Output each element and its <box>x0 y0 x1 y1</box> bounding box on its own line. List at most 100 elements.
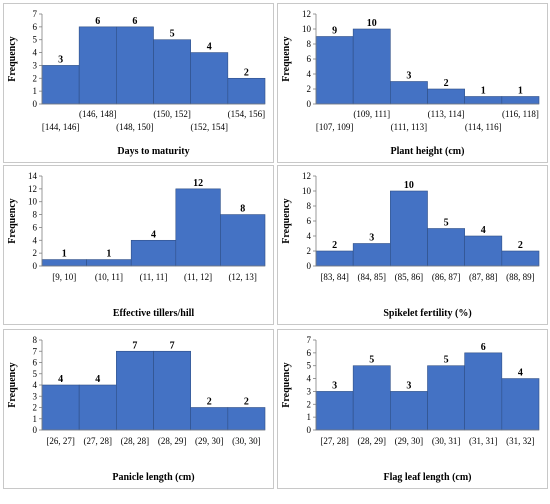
x-category-label: (31, 32] <box>506 436 534 446</box>
histogram-bar <box>352 243 391 267</box>
y-tick-label: 1 <box>33 414 38 424</box>
x-category-label: (28, 28] <box>121 436 150 446</box>
histogram-svg: 0 1 2 3 4 5 6 7 3 [144, 146] 6 (146, 148] 6 (148, 150… <box>7 9 266 157</box>
histogram-bar <box>86 259 132 267</box>
histogram-panel: 0 2 4 6 8 10 12 9 [107, 109] 10 (109, 111] 3 (111, 1… <box>277 3 548 163</box>
y-tick-label: 12 <box>302 9 311 19</box>
y-tick-label: 6 <box>307 348 312 358</box>
bar-value-label: 3 <box>58 54 63 65</box>
histogram-panel: 0 2 4 6 8 10 12 2 [83, 84] 3 (84, 85] 10 (85, 86] 5 (8… <box>277 165 548 325</box>
histogram-bar <box>78 384 117 431</box>
bar-value-label: 3 <box>332 380 337 391</box>
y-axis-title: Frequency <box>281 362 292 407</box>
x-category-label: [107, 109] <box>316 122 354 132</box>
x-category-label: (85, 86] <box>395 272 424 282</box>
y-tick-label: 2 <box>33 248 38 258</box>
y-tick-label: 12 <box>28 184 37 194</box>
bar-value-label: 2 <box>207 397 212 408</box>
x-category-label: (150, 152] <box>153 109 191 119</box>
y-tick-label: 0 <box>307 99 312 109</box>
y-tick-label: 5 <box>307 361 312 371</box>
y-tick-label: 5 <box>33 35 38 45</box>
y-tick-label: 6 <box>33 22 38 32</box>
y-tick-label: 4 <box>33 48 38 58</box>
x-category-label: [144, 146] <box>42 122 80 132</box>
x-category-label: (113, 114] <box>428 109 465 119</box>
bar-value-label: 4 <box>95 374 100 385</box>
bar-value-label: 1 <box>518 86 523 97</box>
histogram-bar <box>315 391 354 431</box>
bar-value-label: 5 <box>444 218 449 229</box>
histogram-bar <box>41 384 80 431</box>
y-tick-label: 4 <box>307 374 312 384</box>
histogram-svg: 0 2 4 6 8 10 12 14 1 [9, 10] 1 (10, 11] 4 (11, 11] 12 (… <box>7 171 266 319</box>
y-tick-label: 6 <box>307 216 312 226</box>
y-tick-label: 1 <box>33 86 38 96</box>
x-category-label: (152, 154] <box>191 122 229 132</box>
histogram-bar <box>41 259 87 267</box>
x-axis-title: Spikelet fertility (%) <box>383 308 471 319</box>
y-tick-label: 5 <box>33 369 38 379</box>
histogram-bar <box>190 52 229 105</box>
bar-value-label: 4 <box>481 225 486 236</box>
bar-value-label: 12 <box>193 178 203 189</box>
bar-value-label: 3 <box>406 380 411 391</box>
bar-value-label: 5 <box>369 355 374 366</box>
histogram-bar <box>427 228 465 267</box>
bar-value-label: 6 <box>132 16 137 27</box>
bar-value-label: 4 <box>207 42 212 53</box>
y-tick-label: 8 <box>307 201 312 211</box>
bar-value-label: 7 <box>170 340 175 351</box>
x-category-label: (84, 85] <box>358 272 387 282</box>
x-category-label: (11, 12] <box>184 272 212 282</box>
histogram-bar <box>501 96 540 105</box>
x-category-label: (148, 150] <box>116 122 154 132</box>
y-tick-label: 0 <box>307 425 312 435</box>
y-tick-label: 6 <box>307 54 312 64</box>
x-category-label: (27, 28] <box>84 436 113 446</box>
x-category-label: (116, 118] <box>502 109 539 119</box>
y-tick-label: 6 <box>33 358 38 368</box>
bar-value-label: 2 <box>332 240 337 251</box>
bar-value-label: 3 <box>369 233 374 244</box>
bar-value-label: 2 <box>244 397 249 408</box>
y-tick-label: 1 <box>307 412 312 422</box>
histogram-panel: 0 1 2 3 4 5 6 7 3 [27, 28] 5 (28, 29] 3 (29, 30] 5 (30,… <box>277 329 548 489</box>
x-axis-title: Effective tillers/hill <box>113 308 195 319</box>
histogram-bar <box>464 96 503 105</box>
x-axis-title: Panicle length (cm) <box>112 472 194 483</box>
histogram-bar <box>427 88 465 105</box>
bar-value-label: 8 <box>240 204 245 215</box>
histogram-bar <box>352 365 391 431</box>
y-tick-label: 12 <box>302 171 311 181</box>
x-category-label: (28, 29] <box>358 436 387 446</box>
x-category-label: (11, 11] <box>140 272 168 282</box>
x-category-label: (28, 29] <box>158 436 187 446</box>
x-category-label: (29, 30] <box>395 436 424 446</box>
y-tick-label: 8 <box>33 210 38 220</box>
histogram-bar <box>130 239 177 267</box>
x-category-label: (146, 148] <box>79 109 117 119</box>
y-tick-label: 4 <box>33 235 38 245</box>
y-tick-label: 0 <box>33 261 38 271</box>
y-tick-label: 7 <box>33 346 38 356</box>
y-tick-label: 3 <box>33 60 38 70</box>
x-category-label: (10, 11] <box>95 272 123 282</box>
bar-value-label: 6 <box>481 342 486 353</box>
y-tick-label: 7 <box>33 9 38 19</box>
bar-value-label: 4 <box>518 368 523 379</box>
histogram-bar <box>315 36 354 105</box>
bar-value-label: 10 <box>367 18 377 29</box>
histogram-bar <box>464 352 503 431</box>
bar-value-label: 4 <box>58 374 63 385</box>
bar-value-label: 1 <box>62 249 67 260</box>
bar-value-label: 7 <box>132 340 137 351</box>
bar-value-label: 1 <box>481 86 486 97</box>
histogram-bar <box>390 190 428 267</box>
histogram-bar <box>190 407 229 431</box>
y-tick-label: 10 <box>302 186 312 196</box>
bar-value-label: 5 <box>170 29 175 40</box>
histogram-bar <box>227 407 266 431</box>
